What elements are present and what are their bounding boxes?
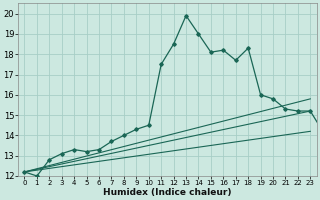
X-axis label: Humidex (Indice chaleur): Humidex (Indice chaleur): [103, 188, 232, 197]
